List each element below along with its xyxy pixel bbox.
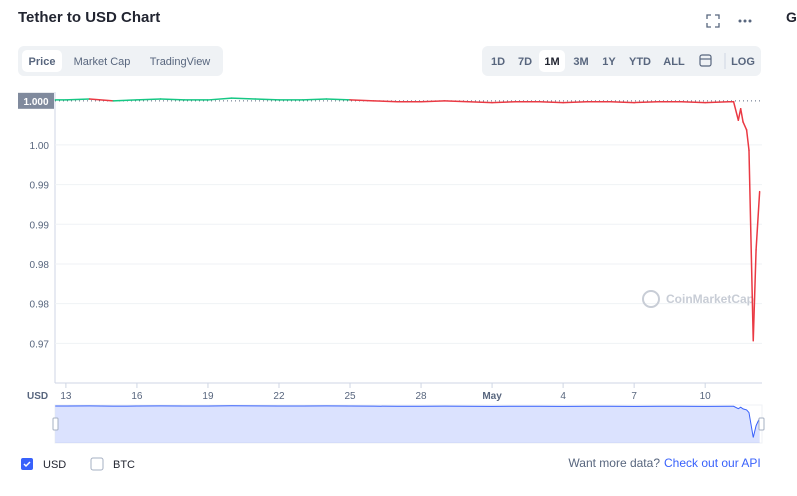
price-line-segment	[538, 100, 564, 104]
price-label-bg	[18, 92, 54, 109]
range-button[interactable]: ALL	[663, 56, 685, 68]
api-prompt: Want more data?	[568, 456, 660, 470]
api-link[interactable]: Check out our API	[664, 456, 761, 470]
x-tick-label: 13	[60, 391, 72, 402]
range-button[interactable]: 1D	[491, 56, 505, 68]
price-line-segment	[325, 98, 351, 101]
price-line-segment	[491, 100, 517, 104]
price-label: 1.000	[23, 97, 48, 108]
more-icon[interactable]	[738, 19, 752, 23]
checkbox-label: USD	[43, 459, 66, 471]
checkbox[interactable]	[90, 457, 104, 471]
tab-active	[22, 50, 62, 72]
price-line-segment	[680, 100, 706, 104]
price-line-segment	[755, 190, 761, 251]
watermark: CoinMarketCap	[666, 292, 754, 306]
navigator-bg	[54, 404, 763, 444]
range-active	[539, 50, 565, 72]
tab[interactable]: Market Cap	[74, 56, 131, 68]
price-line-segment	[301, 98, 328, 101]
calendar-icon[interactable]	[699, 54, 712, 67]
price-line-segment	[562, 100, 588, 104]
price-line-segment	[704, 100, 730, 104]
navigator-handle[interactable]	[52, 417, 59, 431]
price-line-segment	[254, 98, 280, 101]
range-button[interactable]: 1Y	[602, 56, 616, 68]
price-line-segment	[230, 97, 257, 100]
x-tick-label: 22	[273, 391, 285, 402]
price-line-segment	[88, 98, 114, 102]
x-tick-label: 16	[131, 391, 143, 402]
y-tick-label: 0.97	[30, 339, 50, 350]
price-line-segment	[467, 100, 493, 104]
title: Tether to USD Chart	[18, 9, 160, 26]
navigator-area	[55, 405, 760, 443]
price-line-segment	[349, 99, 375, 102]
price-line-segment	[65, 98, 91, 101]
price-line-segment	[739, 108, 744, 123]
price-line-segment	[752, 249, 757, 342]
y-tick-label: 0.98	[30, 300, 50, 311]
price-line-segment	[112, 99, 138, 102]
fullscreen-icon[interactable]	[706, 14, 720, 28]
price-line-segment	[443, 100, 470, 103]
checkbox-label: BTC	[113, 459, 135, 471]
price-line-segment	[732, 100, 740, 121]
y-tick-label: 1.00	[30, 141, 50, 152]
calendar-body	[699, 54, 712, 67]
range-button[interactable]: 7D	[518, 56, 532, 68]
navigator-line	[55, 405, 761, 438]
x-tick-label: May	[482, 391, 502, 402]
price-line-segment	[633, 100, 659, 104]
x-tick-label: 19	[202, 391, 214, 402]
watermark-logo	[642, 290, 660, 308]
price-line-segment	[372, 100, 399, 103]
tab[interactable]: Price	[29, 56, 56, 68]
price-line-segment	[420, 100, 446, 103]
price-line-segment	[207, 97, 233, 101]
price-line-segment	[159, 98, 186, 101]
y-tick-label: 0.99	[30, 220, 50, 231]
x-tick-label: 10	[700, 391, 712, 402]
y-tick-label: 0.99	[30, 181, 50, 192]
range-button[interactable]: LOG	[731, 56, 755, 68]
price-line-segment	[742, 121, 748, 131]
price-line-segment	[748, 149, 754, 342]
range-button[interactable]: 3M	[573, 56, 588, 68]
price-line-segment	[745, 129, 750, 151]
x-tick-label: 4	[560, 391, 566, 402]
tab-group	[18, 46, 223, 76]
y-axis-label: USD	[27, 391, 48, 402]
range-button[interactable]: YTD	[629, 56, 651, 68]
checkmark	[23, 461, 31, 468]
price-line-segment	[136, 98, 162, 101]
price-line-segment	[609, 100, 635, 104]
x-tick-label: 28	[415, 391, 427, 402]
side-heading: G	[786, 9, 797, 25]
navigator-handle[interactable]	[758, 417, 765, 431]
tab[interactable]: TradingView	[150, 56, 211, 68]
x-tick-label: 7	[631, 391, 637, 402]
y-tick-label: 0.98	[30, 260, 50, 271]
x-tick-label: 25	[344, 391, 356, 402]
range-button[interactable]: 1M	[544, 56, 559, 68]
